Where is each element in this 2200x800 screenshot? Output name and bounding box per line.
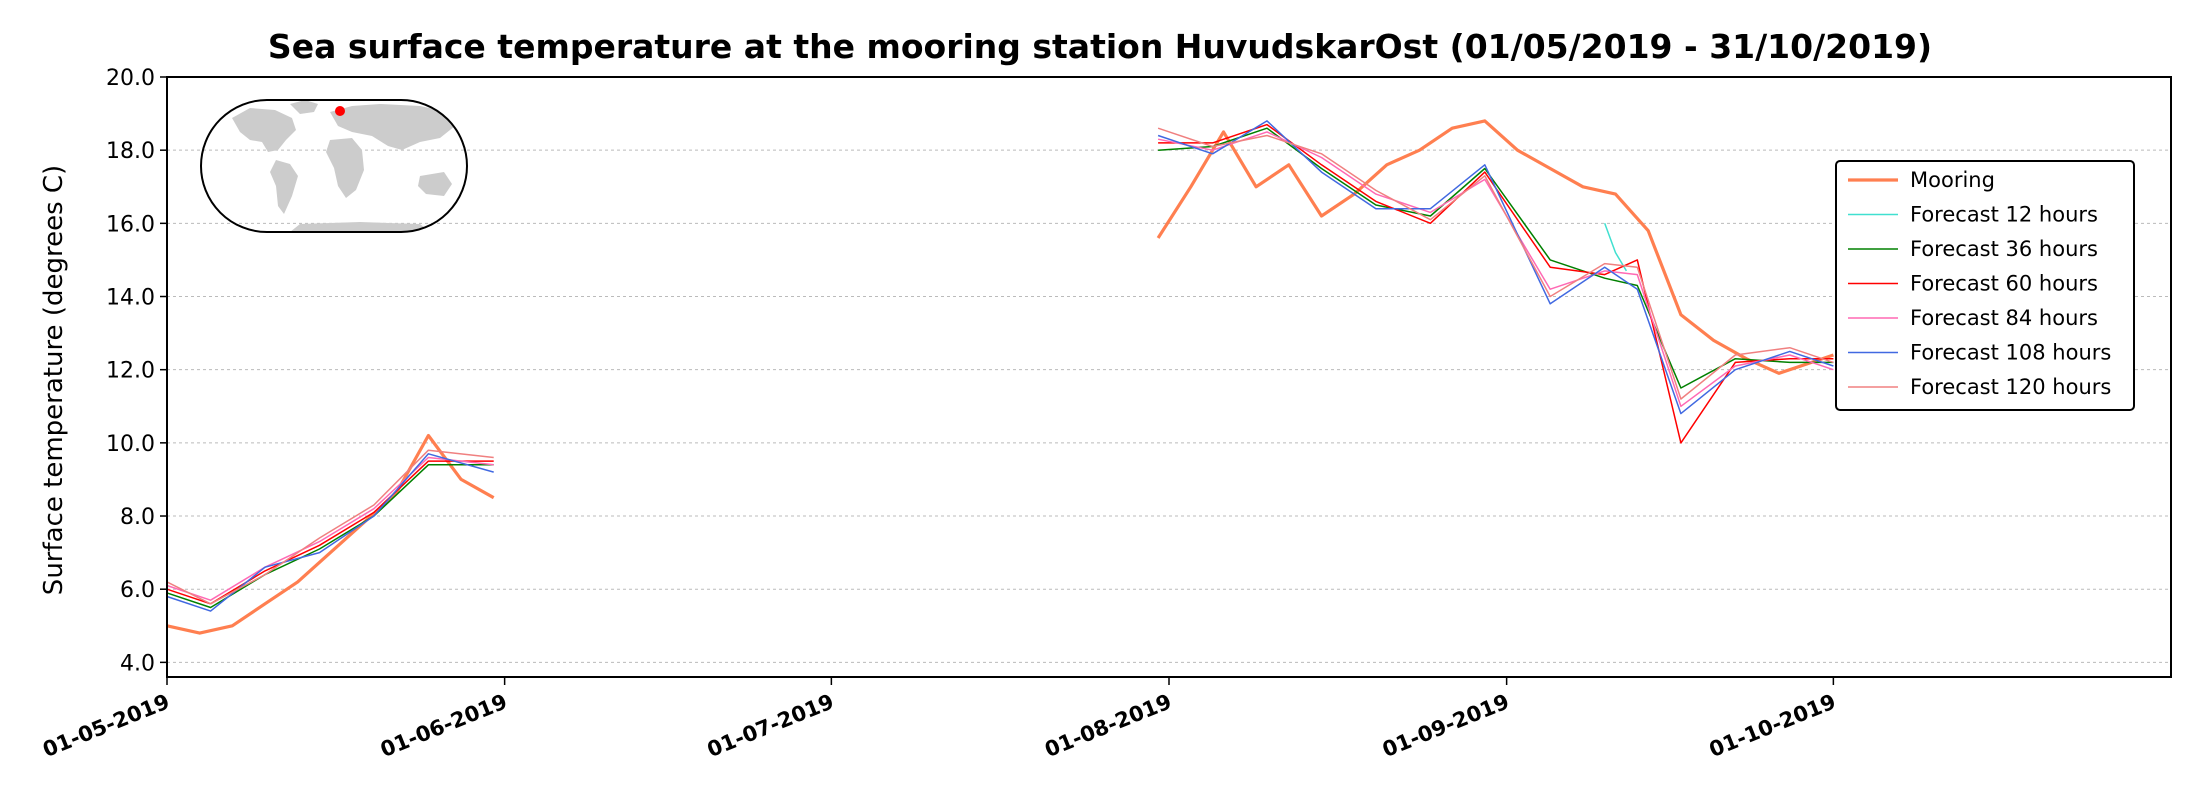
x-tick-label: 01-08-2019 (1041, 689, 1175, 762)
series-line-4 (166, 131, 1834, 601)
y-tick-label: 18.0 (106, 139, 155, 164)
legend-label: Mooring (1910, 168, 1995, 192)
y-tick-label: 4.0 (120, 651, 155, 676)
y-axis-label: Surface temperature (degrees C) (39, 165, 69, 595)
y-tick-label: 12.0 (106, 359, 155, 384)
x-tick-label: 01-05-2019 (39, 689, 173, 762)
legend-box (1835, 160, 2135, 411)
series-line-5 (166, 120, 1834, 612)
x-tick-label: 01-07-2019 (704, 689, 838, 762)
axis-ticks: 4.0 6.0 8.0 10.0 12.0 14.0 16.0 18.0 20.0 01-05-2… (39, 66, 1839, 762)
legend-label: Forecast 120 hours (1910, 375, 2111, 399)
chart-title: Sea surface temperature at the mooring s… (268, 27, 1932, 66)
series-line-3 (166, 123, 1834, 605)
australia-shape (418, 172, 452, 196)
legend-label: Forecast 84 hours (1910, 306, 2098, 330)
south-america-shape (270, 160, 298, 214)
legend-label: Forecast 108 hours (1910, 341, 2111, 365)
y-tick-label: 10.0 (106, 432, 155, 457)
inset-map-border (200, 99, 468, 233)
y-tick-label: 8.0 (120, 505, 155, 530)
station-marker (335, 106, 345, 116)
y-tick-label: 14.0 (106, 286, 155, 311)
x-tick-label: 01-10-2019 (1706, 689, 1840, 762)
north-america-shape (232, 108, 296, 152)
antarctica-shape (290, 222, 430, 232)
x-tick-label: 01-06-2019 (377, 689, 511, 762)
x-tick-label: 01-09-2019 (1379, 689, 1513, 762)
series-line-1 (1603, 223, 1628, 272)
y-tick-label: 20.0 (106, 66, 155, 91)
y-tick-label: 6.0 (120, 578, 155, 603)
series-line-0 (166, 119, 1834, 635)
eurasia-shape (330, 104, 455, 150)
series-line-6 (166, 127, 1834, 605)
inset-world-map (200, 99, 468, 233)
legend-label: Forecast 60 hours (1910, 272, 2098, 296)
legend: Mooring Forecast 12 hours Forecast 36 hour… (1835, 160, 2135, 411)
y-tick-label: 16.0 (106, 212, 155, 237)
legend-label: Forecast 12 hours (1910, 203, 2098, 227)
series-group (166, 119, 1834, 635)
series-line-2 (166, 127, 1834, 609)
africa-shape (326, 138, 364, 198)
greenland-shape (290, 100, 318, 114)
legend-label: Forecast 36 hours (1910, 237, 2098, 261)
